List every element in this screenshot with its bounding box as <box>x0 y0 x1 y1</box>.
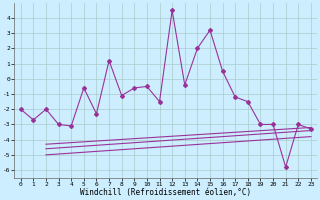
X-axis label: Windchill (Refroidissement éolien,°C): Windchill (Refroidissement éolien,°C) <box>80 188 252 197</box>
